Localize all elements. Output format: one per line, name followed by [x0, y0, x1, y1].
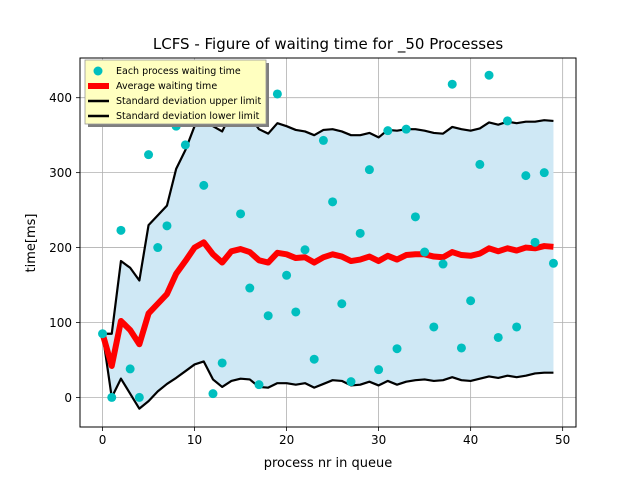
scatter-point — [401, 124, 411, 134]
scatter-point — [410, 212, 420, 222]
scatter-point — [125, 364, 135, 374]
legend-box — [84, 59, 267, 125]
scatter-point — [530, 237, 540, 247]
x-tick-label: 10 — [187, 433, 202, 447]
scatter-point — [199, 180, 209, 190]
std-deviation-band — [102, 111, 554, 409]
scatter-point — [438, 259, 448, 269]
scatter-point — [263, 311, 273, 321]
scatter-point — [217, 358, 227, 368]
scatter-point — [447, 79, 457, 89]
scatter-point — [355, 228, 365, 238]
x-tick-label: 0 — [99, 433, 107, 447]
scatter-point — [107, 392, 117, 402]
legend-marker-points — [93, 66, 103, 76]
scatter-point — [300, 245, 310, 255]
scatter-point — [309, 354, 319, 364]
average-line — [99, 239, 554, 369]
scatter-point — [162, 221, 172, 231]
scatter-point — [374, 365, 384, 375]
scatter-point — [521, 171, 531, 181]
scatter-point — [272, 89, 282, 99]
plot-frame — [79, 57, 577, 428]
x-axis-label: process nr in queue — [264, 456, 393, 471]
y-tick-label: 200 — [49, 241, 72, 255]
scatter-point — [291, 307, 301, 317]
x-tick-label: 50 — [555, 433, 570, 447]
scatter-point — [236, 209, 246, 219]
series-lines — [99, 110, 554, 410]
scatter-point — [318, 135, 328, 145]
x-tick-label: 30 — [371, 433, 386, 447]
scatter-point — [144, 150, 154, 160]
lower-limit-line — [101, 333, 554, 410]
scatter-point — [539, 168, 549, 178]
x-tick-label: 20 — [279, 433, 294, 447]
axis-ticks: 0 10 20 30 40 50 0 100 200 300 400 — [49, 91, 570, 447]
scatter-points — [98, 70, 558, 402]
scatter-point — [484, 70, 494, 80]
scatter-point — [254, 380, 264, 390]
y-tick-label: 0 — [64, 391, 72, 405]
scatter-point — [116, 225, 126, 235]
y-axis-label: time[ms] — [24, 214, 39, 273]
scatter-point — [475, 159, 485, 169]
scatter-point — [364, 165, 374, 175]
scatter-point — [180, 140, 190, 150]
chart-title: LCFS - Figure of waiting time for _50 Pr… — [153, 35, 503, 54]
scatter-point — [392, 344, 402, 354]
scatter-point — [337, 299, 347, 309]
scatter-point — [98, 329, 108, 339]
scatter-point — [346, 377, 356, 387]
y-tick-label: 400 — [49, 91, 72, 105]
upper-limit-line — [102, 110, 554, 335]
legend: Each process waiting time Average waitin… — [84, 59, 269, 127]
legend-label-points: Each process waiting time — [116, 66, 241, 77]
y-tick-label: 300 — [49, 166, 72, 180]
scatter-point — [502, 116, 512, 126]
x-tick-label: 40 — [463, 433, 478, 447]
scatter-point — [245, 283, 255, 293]
scatter-point — [208, 389, 218, 399]
scatter-point — [420, 247, 430, 257]
legend-label-lower: Standard deviation lower limit — [116, 111, 260, 122]
scatter-point — [548, 258, 558, 268]
scatter-point — [328, 197, 338, 207]
scatter-point — [512, 322, 522, 332]
scatter-point — [383, 126, 393, 136]
scatter-point — [153, 243, 163, 253]
scatter-point — [429, 322, 439, 332]
scatter-point — [134, 392, 144, 402]
legend-label-average: Average waiting time — [116, 81, 217, 92]
y-tick-label: 100 — [49, 316, 72, 330]
scatter-point — [456, 343, 466, 353]
scatter-point — [493, 332, 503, 342]
legend-label-upper: Standard deviation upper limit — [116, 96, 261, 107]
scatter-point — [282, 270, 292, 280]
scatter-point — [466, 296, 476, 306]
